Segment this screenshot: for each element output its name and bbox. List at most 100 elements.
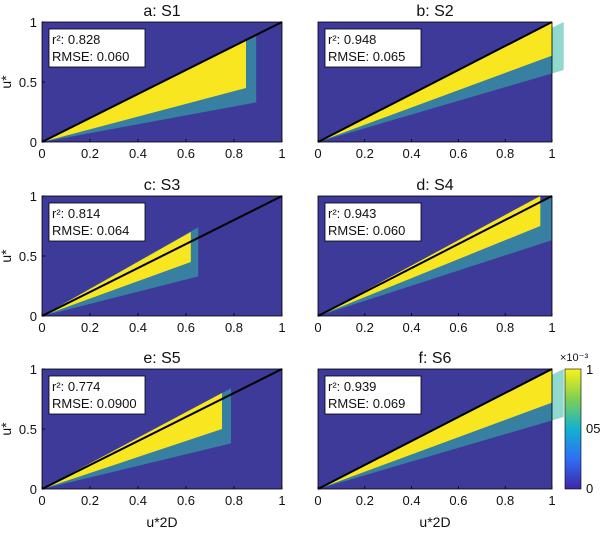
rmse-label-c: RMSE: 0.064: [52, 223, 129, 238]
stats-box-a: [48, 28, 146, 68]
panel-title-b: b: S2: [416, 3, 453, 20]
rmse-label-b: RMSE: 0.065: [328, 49, 405, 64]
x-tick-label-a: 1: [278, 146, 285, 161]
panel-c: c: S3 r²: 0.814 RMSE: 0.064 0 0.2 0.4 0.6 0.8 1 0…: [0, 177, 286, 335]
r2-label-c: r²: 0.814: [52, 206, 100, 221]
y-tick-label-c: 1: [30, 189, 37, 204]
y-tick-label-e: 0.5: [19, 422, 37, 437]
x-tick-label-a: 0.2: [81, 146, 99, 161]
x-tick-label-d: 0.6: [449, 320, 467, 335]
panel-title-c: c: S3: [144, 177, 181, 194]
reference-line-c: [41, 195, 283, 317]
x-tick-label-a: 0.4: [129, 146, 147, 161]
x-tick-label-b: 1: [548, 146, 555, 161]
x-tick-label-e: 1: [278, 493, 285, 508]
x-tick-label-c: 0.8: [225, 320, 243, 335]
x-tick-label-e: 0.4: [129, 493, 147, 508]
x-tick-label-e: 0.8: [225, 493, 243, 508]
r2-label-d: r²: 0.943: [328, 206, 376, 221]
r2-label-b: r²: 0.948: [328, 32, 376, 47]
panel-title-f: f: S6: [419, 350, 452, 367]
y-tick-label-c: 0.5: [19, 249, 37, 264]
r2-label-f: r²: 0.939: [328, 379, 376, 394]
x-tick-label-c: 1: [278, 320, 285, 335]
y-tick-label-a: 0.5: [19, 75, 37, 90]
x-tick-label-d: 0.8: [496, 320, 514, 335]
stats-box-c: [48, 202, 146, 242]
x-axis-label-f: u*2D: [419, 514, 450, 530]
halo-c: [42, 227, 199, 316]
x-axis-label-e: u*2D: [146, 514, 177, 530]
x-tick-label-f: 0: [314, 493, 321, 508]
colorbar-tick-mid: 05: [586, 421, 600, 436]
x-tick-label-c: 0.6: [177, 320, 195, 335]
x-tick-label-e: 0.6: [177, 493, 195, 508]
x-tick-label-f: 0.6: [449, 493, 467, 508]
colorbar-tick-top: 1: [586, 362, 593, 377]
axes-frame-f: [317, 368, 553, 490]
y-axis-label-e: u*: [0, 422, 14, 436]
x-tick-label-b: 0: [314, 146, 321, 161]
stats-box-e: [48, 375, 146, 415]
panel-title-e: e: S5: [143, 350, 180, 367]
panel-b: b: S2 r²: 0.948 RMSE: 0.065 0 0.2 0.4 0.6 0.8 1: [314, 3, 564, 161]
y-axis-label-c: u*: [0, 249, 14, 263]
r2-label-e: r²: 0.774: [52, 379, 100, 394]
stats-box-d: [324, 202, 422, 242]
rmse-label-a: RMSE: 0.060: [52, 49, 129, 64]
x-tick-label-b: 0.2: [356, 146, 374, 161]
x-tick-label-d: 0: [314, 320, 321, 335]
x-tick-label-c: 0.4: [129, 320, 147, 335]
reference-line-f: [317, 368, 553, 490]
y-tick-label-a: 1: [30, 15, 37, 30]
panel-e: e: S5 r²: 0.774 RMSE: 0.0900 0 0.2 0.4 0.6 0.8 1…: [0, 350, 286, 530]
reference-line-d: [317, 195, 553, 317]
reference-line-e: [41, 368, 283, 490]
panel-title-a: a: S1: [143, 3, 180, 20]
x-tick-label-a: 0.8: [225, 146, 243, 161]
x-tick-label-f: 1: [548, 493, 555, 508]
rmse-label-f: RMSE: 0.069: [328, 396, 405, 411]
axes-frame-d: [317, 195, 553, 317]
x-tick-label-c: 0.2: [81, 320, 99, 335]
x-tick-label-e: 0: [38, 493, 45, 508]
x-tick-label-b: 0.6: [449, 146, 467, 161]
density-band-d: [318, 196, 541, 316]
reference-line-b: [317, 21, 553, 143]
rmse-label-d: RMSE: 0.060: [328, 223, 405, 238]
reference-line-a: [41, 21, 283, 143]
x-tick-label-a: 0: [38, 146, 45, 161]
panel-title-d: d: S4: [416, 177, 453, 194]
y-axis-label-a: u*: [0, 75, 14, 89]
stats-box-b: [324, 28, 422, 68]
y-tick-label-c: 0: [30, 309, 37, 324]
x-tick-label-d: 0.2: [356, 320, 374, 335]
colorbar: ×10⁻³ 1 05 0: [560, 352, 600, 496]
colorbar-scale: [564, 368, 582, 490]
density-band-e: [42, 393, 222, 489]
rmse-label-e: RMSE: 0.0900: [52, 396, 137, 411]
x-tick-label-d: 0.4: [403, 320, 421, 335]
colorbar-tick-bottom: 0: [586, 481, 593, 496]
x-tick-label-c: 0: [38, 320, 45, 335]
x-tick-label-d: 1: [548, 320, 555, 335]
x-tick-label-a: 0.6: [177, 146, 195, 161]
density-band-c: [42, 232, 191, 316]
x-tick-label-b: 0.4: [403, 146, 421, 161]
panel-f: f: S6 r²: 0.939 RMSE: 0.069 0 0.2 0.4 0.6 0.8 1 u…: [314, 350, 564, 530]
panel-a: a: S1 r²: 0.828 RMSE: 0.060 0 0.2 0.4 0.6 0.8 1 0…: [0, 3, 286, 161]
axes-frame-b: [317, 21, 553, 143]
panel-d: d: S4 r²: 0.943 RMSE: 0.060 0 0.2 0.4 0.6 0.8 1: [314, 177, 555, 335]
stats-box-f: [324, 375, 422, 415]
x-tick-label-f: 0.8: [496, 493, 514, 508]
r2-label-a: r²: 0.828: [52, 32, 100, 47]
y-tick-label-e: 0: [30, 482, 37, 497]
x-tick-label-b: 0.8: [496, 146, 514, 161]
y-tick-label-a: 0: [30, 135, 37, 150]
x-tick-label-e: 0.2: [81, 493, 99, 508]
x-tick-label-f: 0.2: [356, 493, 374, 508]
x-tick-label-f: 0.4: [403, 493, 421, 508]
y-tick-label-e: 1: [30, 362, 37, 377]
colorbar-multiplier: ×10⁻³: [560, 352, 588, 364]
